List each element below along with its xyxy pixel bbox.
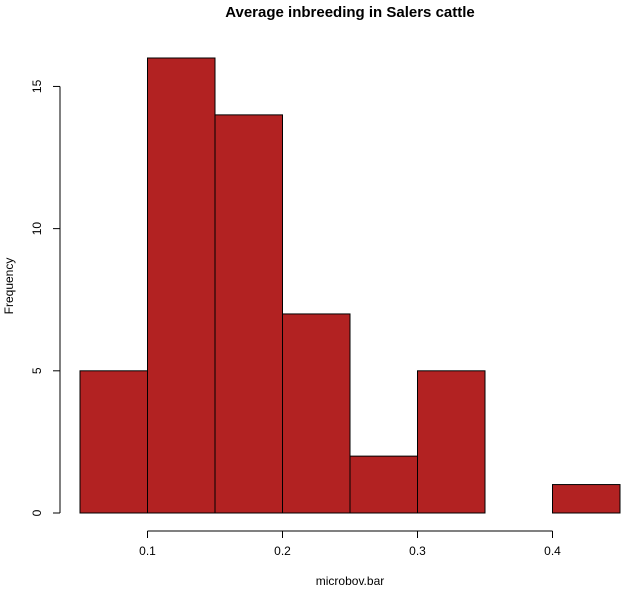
- y-tick-label: 15: [30, 79, 44, 93]
- histogram-bar-2: [214, 114, 283, 514]
- chart-title: Average inbreeding in Salers cattle: [225, 4, 475, 21]
- bars-group: [79, 57, 621, 514]
- histogram-bar-7: [552, 484, 621, 514]
- histogram-bar-0: [79, 370, 148, 514]
- histogram-bar-4: [349, 455, 418, 514]
- histogram-bar-1: [147, 57, 216, 514]
- y-tick-label: 5: [30, 367, 44, 374]
- y-tick-label: 0: [30, 509, 44, 516]
- x-tick-label: 0.4: [544, 544, 561, 558]
- y-axis-label: Frequency: [2, 258, 16, 315]
- y-tick-label: 10: [30, 222, 44, 236]
- x-axis-label: microbov.bar: [316, 574, 384, 588]
- x-tick-label: 0.1: [139, 544, 156, 558]
- x-tick-label: 0.2: [274, 544, 291, 558]
- histogram-bar-3: [282, 313, 351, 514]
- histogram-bar-5: [417, 370, 486, 514]
- y-axis: 0 5 10 15: [30, 79, 61, 516]
- x-tick-label: 0.3: [409, 544, 426, 558]
- x-axis: 0.1 0.2 0.3 0.4: [139, 530, 561, 558]
